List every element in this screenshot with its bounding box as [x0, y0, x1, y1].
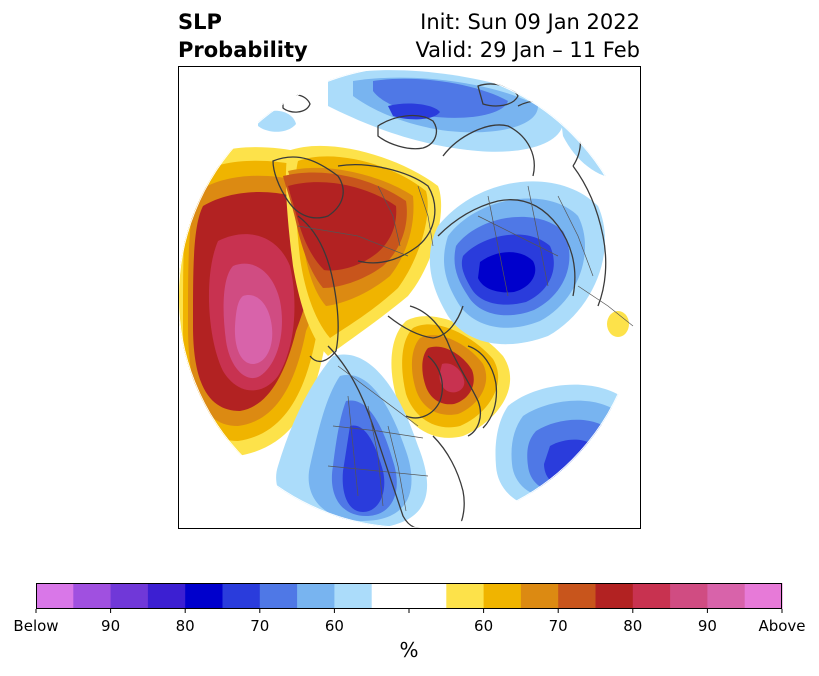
- colorbar-swatch: [297, 583, 335, 609]
- colorbar-swatch: [222, 583, 261, 609]
- colorbar-swatch: [744, 583, 783, 609]
- title-variable: SLP: [178, 10, 222, 34]
- borders: [297, 185, 634, 512]
- siberia-low-anomaly: [429, 181, 605, 345]
- colorbar-tick-label: Above: [758, 617, 806, 635]
- colorbar-tick-label: 90: [697, 617, 717, 635]
- valid-date: Valid: 29 Jan – 11 Feb: [415, 38, 640, 62]
- colorbar: [35, 583, 783, 613]
- chart-title: SLP Probability: [178, 8, 308, 64]
- colorbar-swatch: [36, 583, 74, 609]
- colorbar-swatch: [334, 583, 373, 609]
- colorbar-swatch: [409, 583, 447, 609]
- east-small-high: [607, 311, 629, 337]
- colorbar-swatch: [371, 583, 410, 609]
- colorbar-swatch: [558, 583, 596, 609]
- colorbar-tick-label: 80: [175, 617, 195, 635]
- colorbar-tick-label: 90: [101, 617, 121, 635]
- colorbar-swatch: [632, 583, 671, 609]
- western-canada-high-anomaly: [283, 145, 442, 356]
- title-subtitle: Probability: [178, 38, 308, 62]
- colorbar-tick-label: 60: [324, 617, 344, 635]
- colorbar-swatch: [707, 583, 746, 609]
- date-info: Init: Sun 09 Jan 2022 Valid: 29 Jan – 11…: [415, 8, 640, 64]
- colorbar-swatch: [110, 583, 149, 609]
- colorbar-swatch: [185, 583, 223, 609]
- colorbar-tick-label: 70: [250, 617, 270, 635]
- colorbar-tick-label: Below: [13, 617, 59, 635]
- colorbar-unit-label: %: [399, 638, 419, 662]
- colorbar-tick-label: 60: [474, 617, 494, 635]
- colorbar-swatch: [259, 583, 298, 609]
- colorbar-tick-label: 70: [548, 617, 568, 635]
- colorbar-tick-label: 80: [623, 617, 643, 635]
- init-date: Init: Sun 09 Jan 2022: [420, 10, 640, 34]
- colorbar-swatch: [483, 583, 522, 609]
- colorbar-swatch: [73, 583, 112, 609]
- colorbar-swatch: [595, 583, 634, 609]
- colorbar-swatch: [147, 583, 186, 609]
- colorbar-outline: [36, 583, 782, 609]
- western-us-low-anomaly: [276, 354, 428, 528]
- coastlines: [272, 83, 607, 528]
- colorbar-swatch: [520, 583, 559, 609]
- colorbar-swatch: [670, 583, 708, 609]
- colorbar-swatch: [446, 583, 485, 609]
- polar-map: [178, 66, 641, 529]
